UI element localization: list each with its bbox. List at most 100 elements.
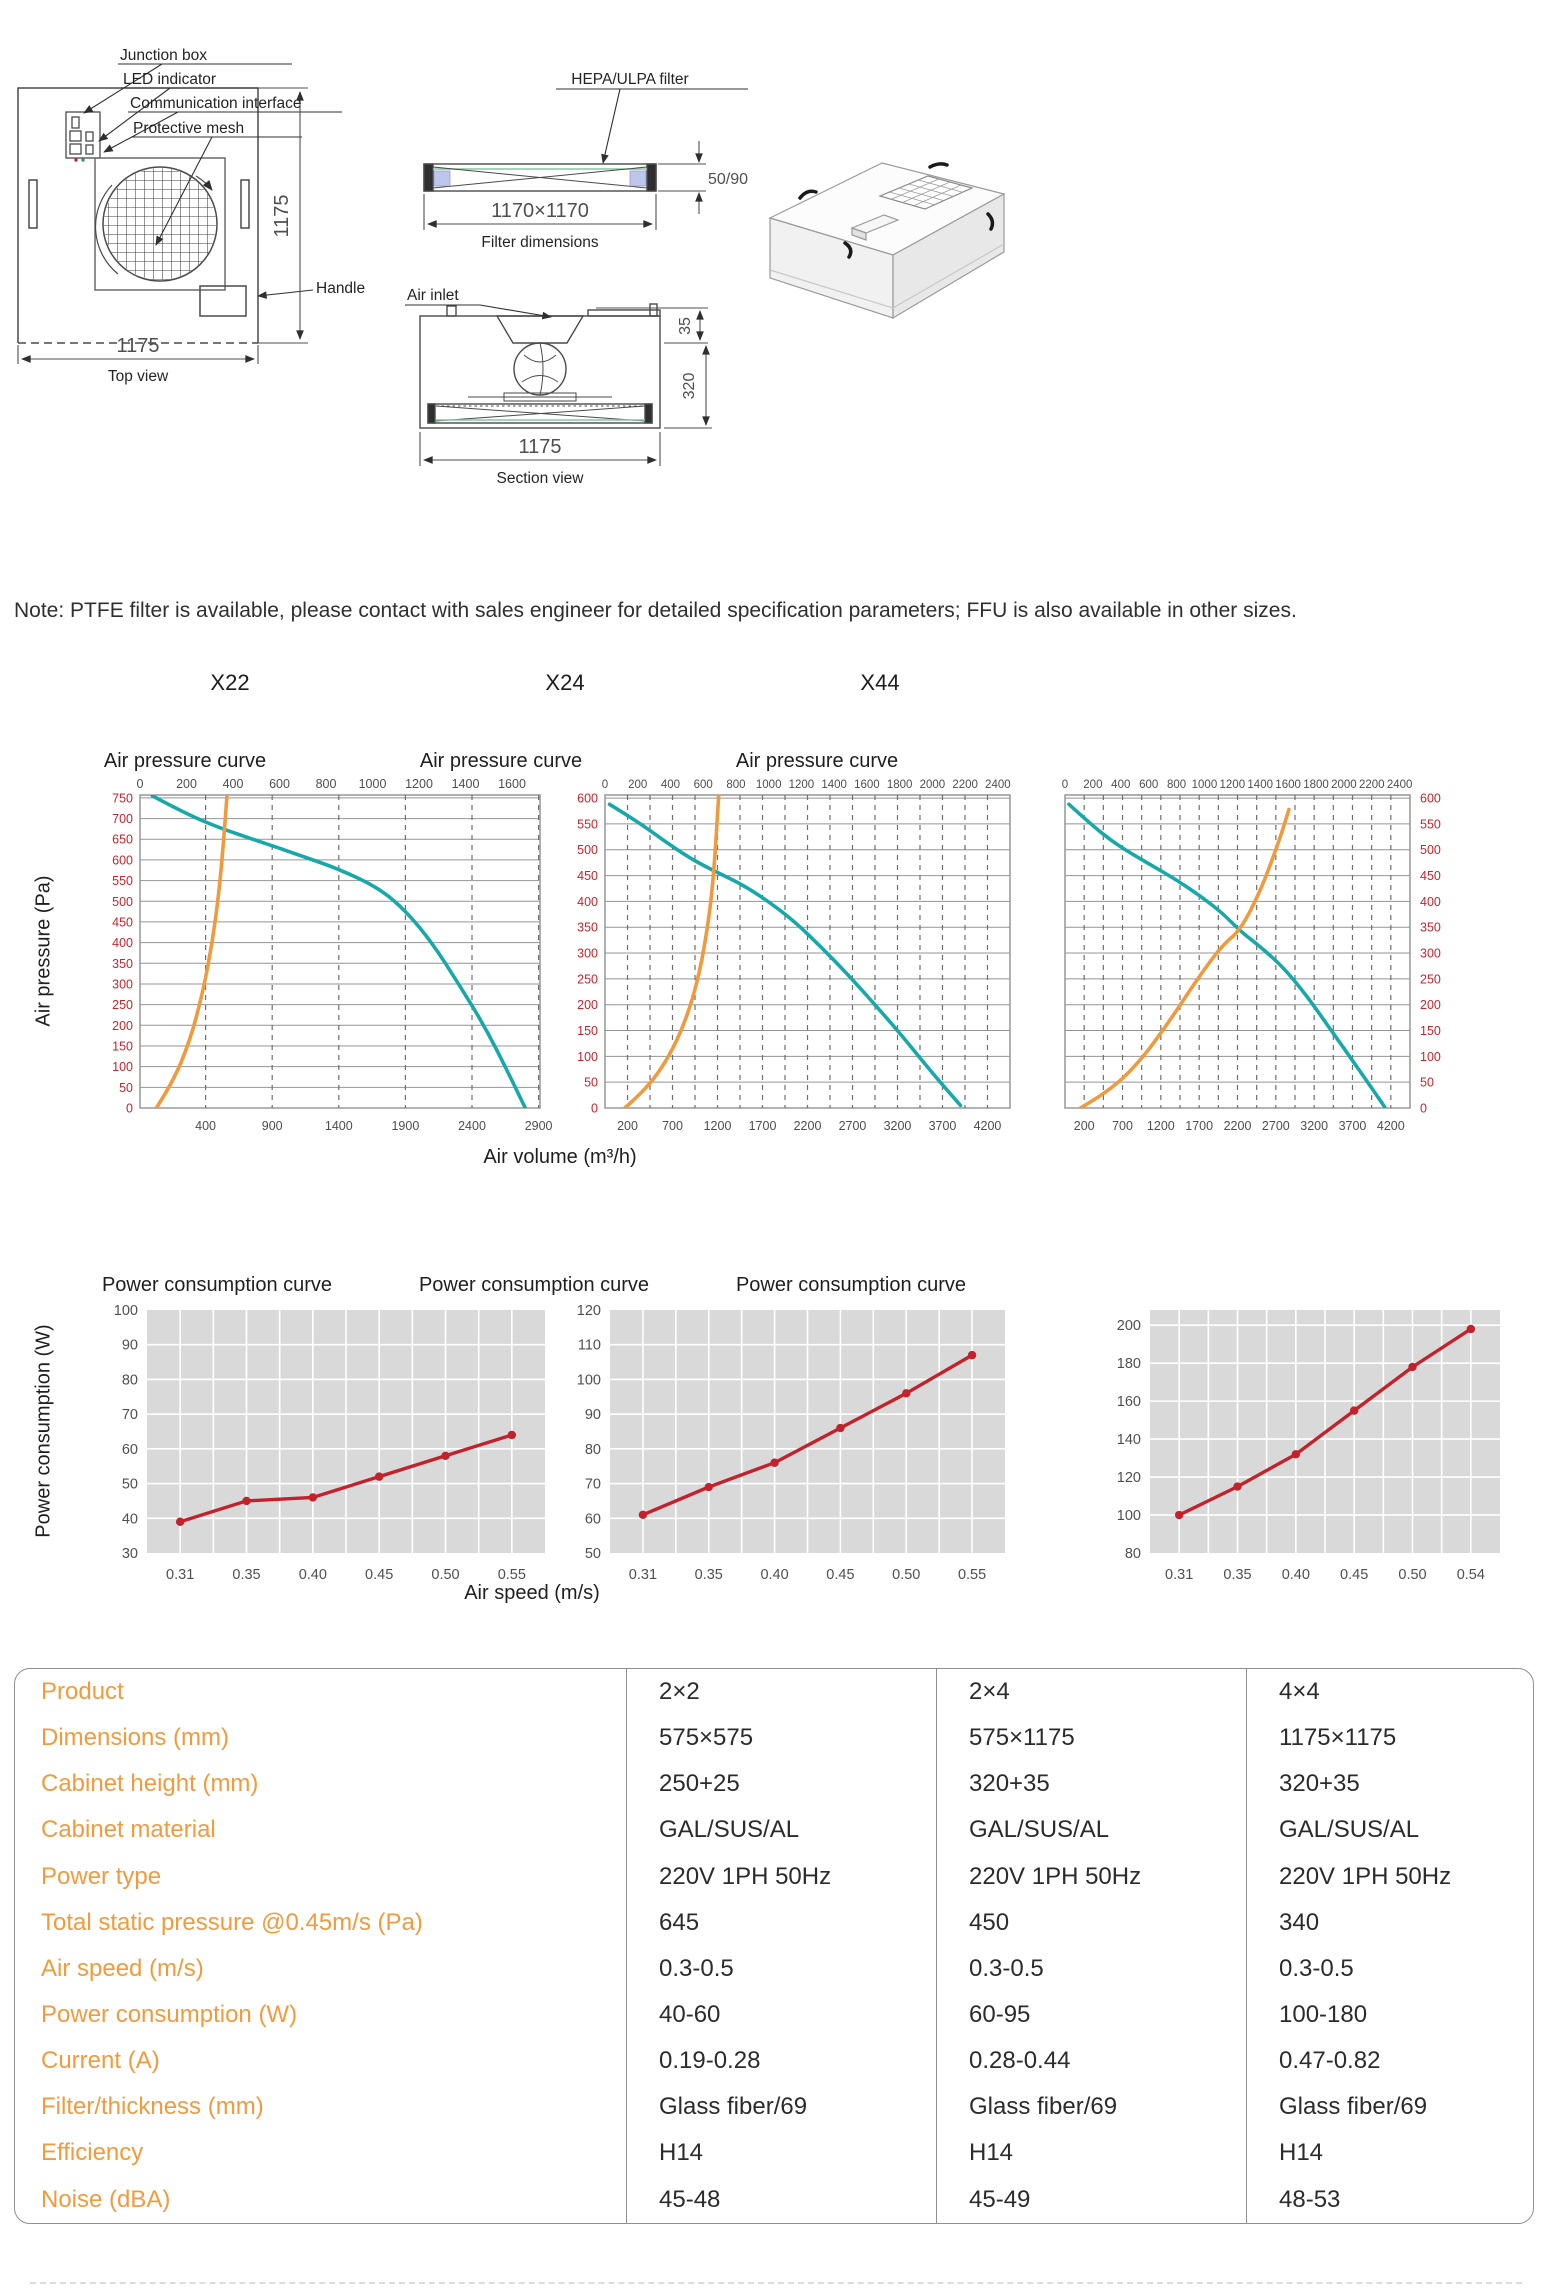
y-tick-label: 750 <box>112 791 133 805</box>
body-height-dim: 320 <box>681 373 698 400</box>
bottom-tick-label: 4200 <box>974 1119 1002 1133</box>
top-tick-label: 1000 <box>359 777 387 791</box>
data-point-marker <box>770 1458 779 1467</box>
air-pressure-chart-title-x22: Air pressure curve <box>103 750 267 772</box>
x-tick-label: 0.50 <box>431 1567 459 1583</box>
spec-cell: GAL/SUS/AL <box>936 1807 1246 1854</box>
x-tick-label: 0.31 <box>166 1567 194 1583</box>
ffu-3d-view <box>768 162 1006 320</box>
spec-cell: 0.47-0.82 <box>1246 2038 1533 2085</box>
spec-cell: 100-180 <box>1246 1991 1533 2039</box>
inlet-height-dim: 35 <box>677 317 694 335</box>
filter-size-dim: 1170×1170 <box>491 200 589 222</box>
spec-cell: 45-49 <box>936 2176 1246 2223</box>
air-pressure-chart-title-x24: Air pressure curve <box>419 750 583 772</box>
data-point-marker <box>1466 1324 1476 1334</box>
hepa-ulpa-filter-label: HEPA/ULPA filter <box>571 71 688 88</box>
top-tick-label: 400 <box>1111 779 1130 791</box>
y-tick-label: 450 <box>1420 869 1441 883</box>
spec-cell: 340 <box>1246 1899 1533 1946</box>
y-tick-label: 200 <box>1420 998 1441 1012</box>
section-view-diagram: Air inlet 35 320 1175 Section view <box>405 287 712 487</box>
y-tick-label: 100 <box>114 1303 138 1319</box>
top-tick-label: 2200 <box>1359 779 1385 791</box>
x-tick-label: 0.50 <box>1398 1567 1426 1583</box>
air-pressure-chart-x24: 0 50 100 150 200 250 300 350 400 450 500 550 600 0 200… <box>577 779 1011 1133</box>
y-tick-label: 600 <box>112 853 133 867</box>
y-tick-label: 600 <box>577 792 598 806</box>
top-tick-label: 1800 <box>887 779 913 791</box>
top-tick-label: 600 <box>1139 779 1158 791</box>
spec-cell: Glass fiber/69 <box>1246 2084 1533 2131</box>
spec-cell: 320+35 <box>1246 1761 1533 1808</box>
data-point-marker <box>308 1493 318 1502</box>
plot-area <box>1064 794 1411 1109</box>
filter-resistance-curve <box>1078 807 1291 1108</box>
y-tick-label: 100 <box>577 1372 601 1388</box>
data-point-marker <box>704 1482 713 1492</box>
y-tick-label: 80 <box>122 1372 138 1388</box>
bottom-tick-label: 1200 <box>1147 1119 1175 1133</box>
page-bottom-divider <box>30 2282 1522 2284</box>
note-text: Note: PTFE filter is available, please c… <box>14 599 1297 622</box>
spec-cell: 60-95 <box>936 1991 1246 2039</box>
y-tick-label: 90 <box>122 1338 138 1354</box>
data-point-marker <box>638 1510 648 1520</box>
x-tick-label: 0.40 <box>299 1567 327 1583</box>
specification-table: Product 2×2 2×4 4×4 Dimensions (mm) 575×575 57… <box>14 1668 1534 2224</box>
data-point-marker <box>1233 1482 1242 1491</box>
x-tick-label: 0.54 <box>1457 1567 1485 1583</box>
handle-notch-left <box>28 179 38 229</box>
y-tick-label: 550 <box>1420 817 1441 831</box>
y-tick-label: 400 <box>1420 895 1441 909</box>
x-tick-label: 0.35 <box>695 1567 723 1583</box>
bottom-tick-label: 3700 <box>1339 1119 1367 1133</box>
y-tick-label: 450 <box>112 915 133 929</box>
spec-cell: 2×2 <box>626 1669 936 1716</box>
y-tick-label: 0 <box>126 1102 133 1116</box>
x-tick-label: 0.55 <box>498 1567 526 1583</box>
bottom-tick-label: 3700 <box>929 1119 957 1133</box>
led-green-dot <box>81 158 85 162</box>
top-tick-label: 1200 <box>1220 779 1246 791</box>
y-tick-label: 100 <box>1117 1508 1141 1524</box>
y-tick-label: 700 <box>112 812 133 826</box>
protective-mesh-label: Protective mesh <box>133 120 244 137</box>
bottom-tick-label: 200 <box>1074 1119 1095 1133</box>
y-tick-label: 150 <box>1420 1024 1441 1038</box>
y-tick-label: 60 <box>585 1511 601 1527</box>
top-tick-label: 1600 <box>498 777 526 791</box>
bottom-tick-label: 1700 <box>749 1119 777 1133</box>
filter-dimensions-diagram: HEPA/ULPA filter 50/90 1170×1170 Filter … <box>423 71 748 251</box>
fan-pressure-curve <box>1067 802 1387 1108</box>
bottom-tick-label: 1400 <box>325 1119 353 1133</box>
spec-cell: 250+25 <box>626 1761 936 1808</box>
y-tick-label: 0 <box>1420 1102 1427 1116</box>
y-tick-label: 300 <box>1420 947 1441 961</box>
spec-row-label: Total static pressure @0.45m/s (Pa) <box>41 1908 423 1936</box>
bottom-tick-label: 700 <box>662 1119 683 1133</box>
y-tick-label: 40 <box>122 1511 138 1527</box>
bottom-tick-label: 1900 <box>391 1119 419 1133</box>
spec-row-label: Efficiency <box>41 2139 144 2167</box>
top-tick-label: 0 <box>1062 779 1068 791</box>
data-point-marker <box>175 1517 185 1526</box>
top-tick-label: 2000 <box>1331 779 1357 791</box>
spec-cell: 0.19-0.28 <box>626 2038 936 2085</box>
data-point-marker <box>967 1350 977 1360</box>
top-tick-label: 2400 <box>985 779 1011 791</box>
y-tick-label: 80 <box>585 1442 601 1458</box>
top-tick-label: 1600 <box>854 779 880 791</box>
spec-cell: H14 <box>1246 2130 1533 2177</box>
top-tick-label: 1400 <box>452 777 480 791</box>
handle-cutout <box>199 285 247 317</box>
data-point-marker <box>507 1430 517 1440</box>
top-tick-label: 800 <box>726 779 745 791</box>
y-tick-label: 90 <box>585 1407 601 1423</box>
spec-cell: H14 <box>626 2130 936 2177</box>
model-header-x44: X44 <box>860 670 900 695</box>
y-tick-label: 50 <box>119 1081 133 1095</box>
fan-pressure-curve <box>607 802 963 1108</box>
spec-row-label: Dimensions (mm) <box>41 1724 230 1752</box>
y-tick-label: 650 <box>112 833 133 847</box>
